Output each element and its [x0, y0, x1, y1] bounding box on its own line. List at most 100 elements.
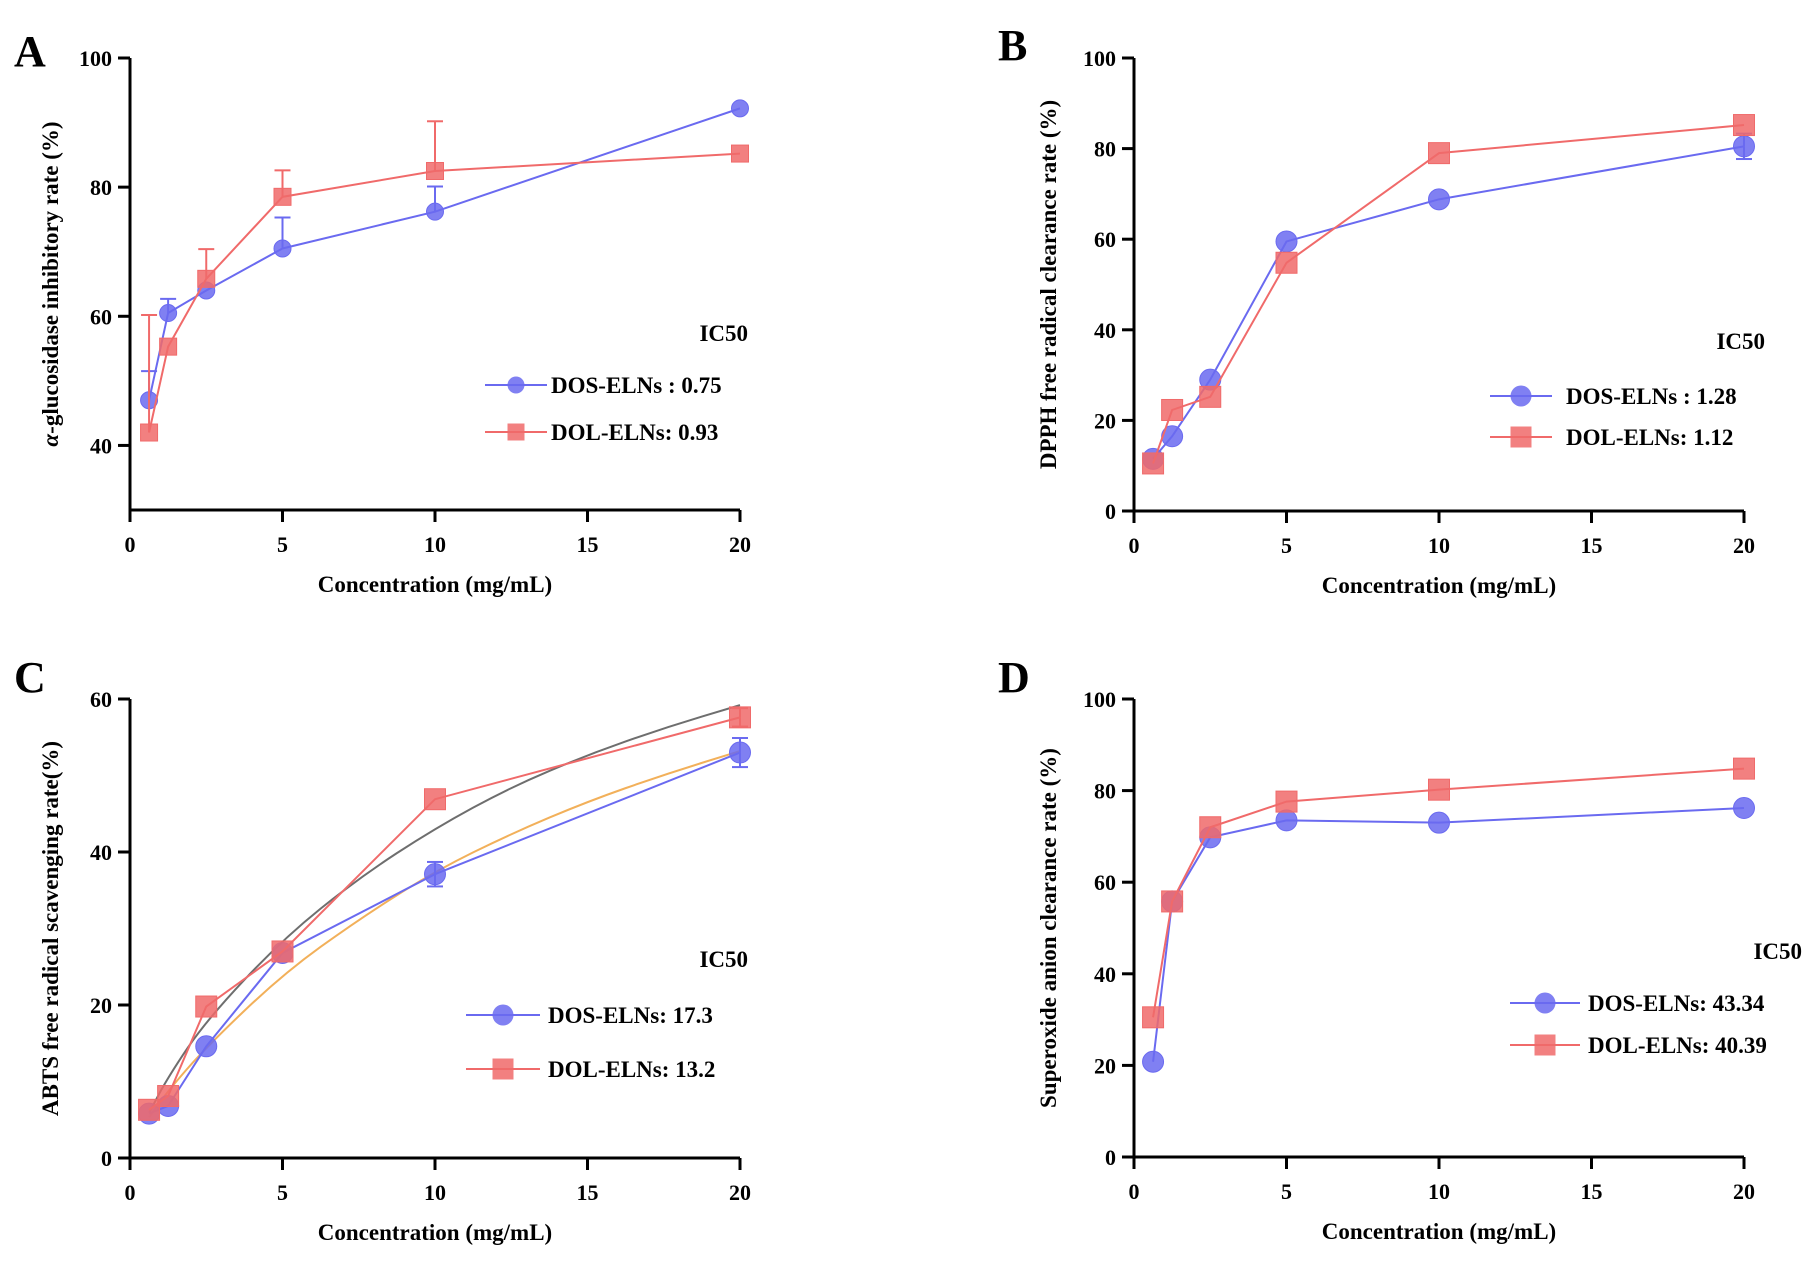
legend-marker-square: [1534, 1034, 1556, 1056]
x-tick-label: 0: [1129, 533, 1140, 558]
data-point: [138, 1098, 161, 1121]
legend: IC50 DOS-ELNs : 0.75 DOL-ELNs: 0.93: [485, 321, 748, 445]
data-point: [159, 304, 178, 323]
legend-marker-square: [507, 423, 525, 441]
data-point: [1142, 452, 1165, 475]
data-point: [1428, 778, 1450, 801]
series-dos-elns: [1142, 797, 1755, 1073]
x-axis-title: Concentration (mg/mL): [318, 572, 552, 597]
data-point: [1275, 251, 1298, 274]
y-tick-label: 60: [1094, 227, 1116, 252]
series-dol-elns: [1142, 757, 1755, 1029]
data-point: [1142, 1006, 1165, 1029]
series-line: [1152, 145, 1745, 460]
x-tick-label: 15: [1581, 533, 1603, 558]
x-tick-label: 20: [1733, 533, 1755, 558]
data-point: [731, 99, 749, 118]
data-point: [1275, 809, 1298, 832]
legend-label: DOS-ELNs : 0.75: [551, 373, 722, 398]
data-point: [426, 162, 444, 180]
x-axis-title: Concentration (mg/mL): [318, 1220, 552, 1245]
x-tick-label: 0: [125, 532, 136, 557]
data-point: [140, 423, 159, 442]
series-line: [148, 152, 741, 433]
x-tick-label: 15: [1581, 1179, 1603, 1204]
legend-marker-circle: [507, 376, 525, 394]
chart-panel-d: D 0 5 10 15 20 0 20 40 60 80 100 Concentration (mg/m…: [998, 653, 1802, 1244]
x-tick-label: 10: [1428, 1179, 1450, 1204]
y-tick-label: 80: [90, 175, 112, 200]
series-dol-elns: [138, 706, 751, 1121]
fit-curve: [148, 704, 741, 1114]
data-point: [729, 706, 751, 729]
data-point: [1275, 230, 1298, 253]
data-point: [1199, 816, 1222, 839]
data-point: [197, 269, 216, 288]
series-dos-elns: [140, 99, 749, 410]
data-point: [1428, 142, 1450, 165]
x-tick-label: 15: [577, 532, 599, 557]
legend-label: DOS-ELNs: 43.34: [1588, 991, 1765, 1016]
x-tick-label: 5: [277, 1180, 288, 1205]
y-tick-label: 60: [1094, 870, 1116, 895]
chart-panel-a: A 0 5 10 15 20 40 60 80 100 Concentration (mg/mL) α…: [14, 27, 751, 597]
panel-letter: C: [14, 653, 46, 702]
series-line: [1152, 767, 1745, 1018]
y-tick-label: 20: [90, 993, 112, 1018]
data-point: [1733, 757, 1755, 780]
chart-panel-b: B 0 5 10 15 20 0 20 40 60 80 100 Concentration (mg/m…: [998, 21, 1765, 598]
data-point: [1733, 797, 1755, 820]
panel-letter: B: [998, 21, 1027, 70]
data-point: [1428, 188, 1450, 211]
y-tick-label: 20: [1094, 408, 1116, 433]
x-axis-title: Concentration (mg/mL): [1322, 573, 1556, 598]
legend-label: DOL-ELNs: 13.2: [548, 1057, 715, 1082]
y-tick-label: 100: [79, 46, 112, 71]
data-point: [1275, 790, 1298, 813]
y-tick-label: 40: [90, 840, 112, 865]
data-point: [273, 187, 292, 206]
x-tick-label: 20: [1733, 1179, 1755, 1204]
data-point: [424, 863, 446, 886]
legend-marker-square: [1510, 426, 1532, 448]
legend: IC50 DOS-ELNs: 17.3 DOL-ELNs: 13.2: [466, 947, 748, 1082]
legend-marker-circle: [1510, 385, 1532, 407]
y-axis-title: DPPH free radical clearance rate (%): [1036, 100, 1061, 469]
data-point: [1161, 398, 1184, 421]
series-dol-elns: [1142, 114, 1755, 475]
data-point: [1733, 135, 1755, 158]
series-line: [148, 107, 741, 401]
x-axis-title: Concentration (mg/mL): [1322, 1219, 1556, 1244]
data-point: [1161, 425, 1184, 448]
data-point: [424, 788, 446, 811]
data-point: [273, 239, 292, 258]
data-point: [1428, 811, 1450, 834]
data-point: [731, 144, 749, 163]
data-point: [1161, 890, 1184, 913]
legend-label: DOL-ELNs: 0.93: [551, 420, 718, 445]
legend-marker-square: [492, 1058, 514, 1080]
x-tick-label: 10: [424, 532, 446, 557]
x-tick-label: 20: [729, 532, 751, 557]
legend-label: DOS-ELNs : 1.28: [1566, 384, 1737, 409]
legend-title: IC50: [699, 947, 748, 972]
data-point: [271, 940, 294, 963]
y-tick-label: 80: [1094, 779, 1116, 804]
panel-letter: D: [998, 653, 1030, 702]
x-tick-label: 5: [277, 532, 288, 557]
y-axis-title: Superoxide anion clearance rate (%): [1036, 748, 1061, 1108]
x-tick-label: 0: [125, 1180, 136, 1205]
legend-label: DOS-ELNs: 17.3: [548, 1003, 713, 1028]
series-line: [1152, 807, 1745, 1062]
legend-label: DOL-ELNs: 40.39: [1588, 1033, 1767, 1058]
y-tick-label: 60: [90, 304, 112, 329]
legend-title: IC50: [699, 321, 748, 346]
data-point: [159, 337, 178, 356]
x-tick-label: 0: [1129, 1179, 1140, 1204]
fit-curve: [148, 750, 741, 1119]
y-tick-label: 100: [1083, 46, 1116, 71]
data-point: [1733, 114, 1755, 137]
y-tick-label: 0: [1105, 499, 1116, 524]
data-point: [729, 741, 751, 764]
